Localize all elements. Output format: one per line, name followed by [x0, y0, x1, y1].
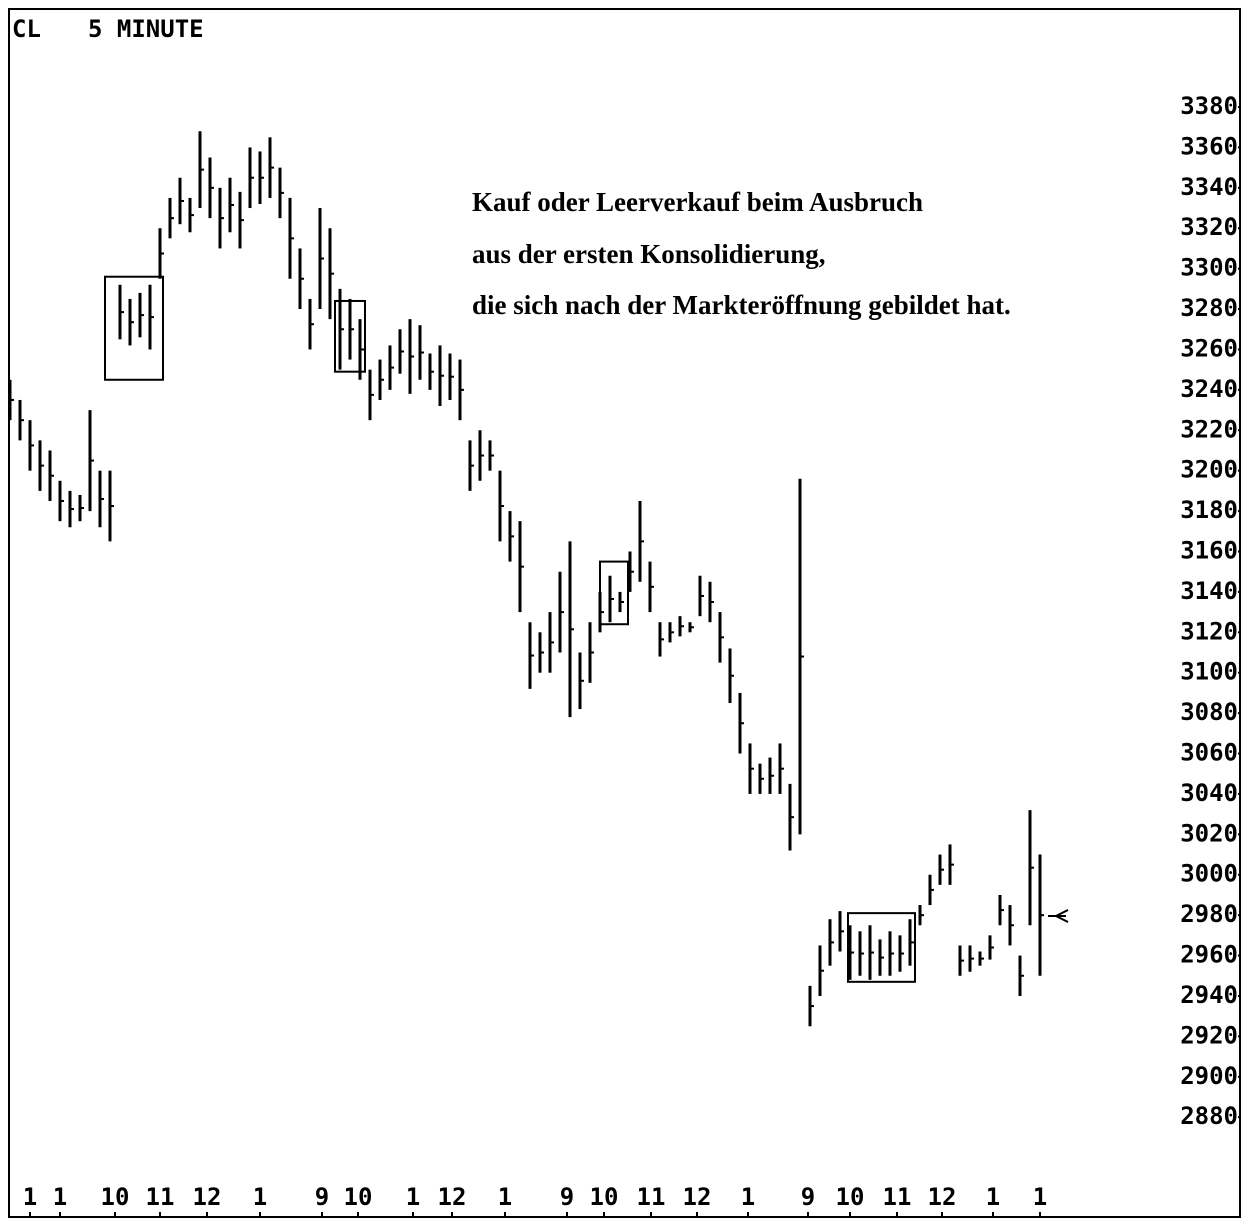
- x-tick-label: 12: [928, 1183, 957, 1211]
- annotation: aus der ersten Konsolidierung,: [472, 239, 826, 269]
- x-tick-label: 12: [683, 1183, 712, 1211]
- x-tick-label: 1: [986, 1183, 1000, 1211]
- x-tick-label: 10: [344, 1183, 373, 1211]
- y-tick-label: 3300: [1180, 254, 1238, 282]
- y-tick-label: 3120: [1180, 617, 1238, 645]
- y-tick-label: 2940: [1180, 981, 1238, 1009]
- x-tick-label: 1: [498, 1183, 512, 1211]
- x-tick-label: 9: [315, 1183, 329, 1211]
- y-tick-label: 3340: [1180, 173, 1238, 201]
- y-tick-label: 3160: [1180, 536, 1238, 564]
- consolidation-box: [847, 912, 916, 983]
- x-tick-label: 10: [590, 1183, 619, 1211]
- y-tick-label: 3100: [1180, 658, 1238, 686]
- y-tick-label: 3180: [1180, 496, 1238, 524]
- y-tick-label: 3380: [1180, 92, 1238, 120]
- x-tick-label: 1: [406, 1183, 420, 1211]
- annotation: Kauf oder Leerverkauf beim Ausbruch: [472, 187, 923, 217]
- x-tick-label: 1: [23, 1183, 37, 1211]
- y-tick-label: 2960: [1180, 941, 1238, 969]
- y-tick-label: 3080: [1180, 698, 1238, 726]
- x-tick-label: 12: [438, 1183, 467, 1211]
- y-tick-label: 3020: [1180, 819, 1238, 847]
- chart-title: 5 MINUTE: [88, 15, 204, 43]
- consolidation-box: [599, 560, 629, 626]
- y-tick-label: 3200: [1180, 456, 1238, 484]
- y-tick-label: 3000: [1180, 860, 1238, 888]
- x-tick-label: 1: [741, 1183, 755, 1211]
- y-tick-label: 3280: [1180, 294, 1238, 322]
- frame: [8, 8, 1241, 1218]
- x-tick-label: 11: [637, 1183, 666, 1211]
- annotation: die sich nach der Markteröffnung gebilde…: [472, 290, 1011, 320]
- y-tick-label: 3040: [1180, 779, 1238, 807]
- x-tick-label: 9: [801, 1183, 815, 1211]
- x-tick-label: 12: [193, 1183, 222, 1211]
- y-tick-label: 3260: [1180, 334, 1238, 362]
- x-tick-label: 9: [560, 1183, 574, 1211]
- y-tick-label: 2920: [1180, 1021, 1238, 1049]
- x-tick-label: 10: [836, 1183, 865, 1211]
- y-tick-label: 2880: [1180, 1102, 1238, 1130]
- y-tick-label: 3320: [1180, 213, 1238, 241]
- consolidation-box: [104, 275, 164, 381]
- y-tick-label: 3140: [1180, 577, 1238, 605]
- x-tick-label: 11: [146, 1183, 175, 1211]
- y-tick-label: 3360: [1180, 132, 1238, 160]
- x-tick-label: 11: [883, 1183, 912, 1211]
- arrow-marker: [1048, 909, 1069, 923]
- y-tick-label: 3240: [1180, 375, 1238, 403]
- y-tick-label: 2980: [1180, 900, 1238, 928]
- x-tick-label: 1: [53, 1183, 67, 1211]
- y-tick-label: 3060: [1180, 739, 1238, 767]
- consolidation-box: [334, 299, 366, 373]
- x-tick-label: 1: [1033, 1183, 1047, 1211]
- x-tick-label: 1: [253, 1183, 267, 1211]
- x-tick-label: 10: [101, 1183, 130, 1211]
- y-tick-label: 3220: [1180, 415, 1238, 443]
- y-tick-label: 2900: [1180, 1062, 1238, 1090]
- symbol: CL: [12, 15, 41, 43]
